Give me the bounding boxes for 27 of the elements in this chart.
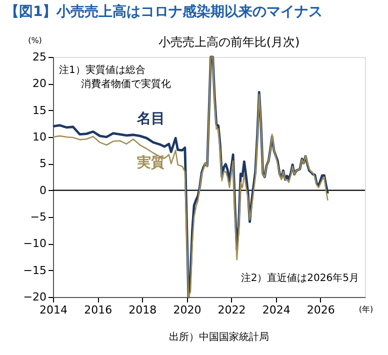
x-tick-label: 2024 [262,304,290,316]
series-label: 名目 [136,110,166,127]
chart-title: 【図1】小売売上高はコロナ感染期以来のマイナス [5,3,323,20]
series-label: 実質 [137,154,166,172]
y-tick-label: 5 [40,157,46,170]
y-tick-label: 20 [32,77,46,90]
y-tick-label: 25 [32,50,46,64]
x-tick-label: 2018 [128,304,157,316]
x-tick-label: 2022 [218,304,246,316]
y-tick-label: 0 [40,184,46,197]
x-tick-label: 2026 [306,304,335,316]
x-tick-label: 2014 [40,304,68,316]
y-tick-label: 10 [32,130,46,144]
y-tick-label: −20 [23,290,46,304]
text: 出所）中国国家統計局 [169,331,269,343]
y-tick-label: −10 [23,237,46,250]
x-axis-title: (年) [358,305,374,314]
x-tick-label: 2020 [173,304,202,316]
annotation: 消費者物価で実質化 [81,78,171,90]
y-tick-label: −15 [23,264,46,277]
y-axis-title: (%) [28,36,42,45]
x-tick-label: 2016 [84,304,112,316]
y-tick-label: −5 [30,210,46,224]
annotation: 注2）直近値は2026年5月 [240,272,359,284]
annotation: 注1）実質値は総合 [59,64,146,76]
chart-subtitle: 小売売上高の前年比(月次) [158,35,300,49]
y-tick-label: 15 [32,104,46,117]
